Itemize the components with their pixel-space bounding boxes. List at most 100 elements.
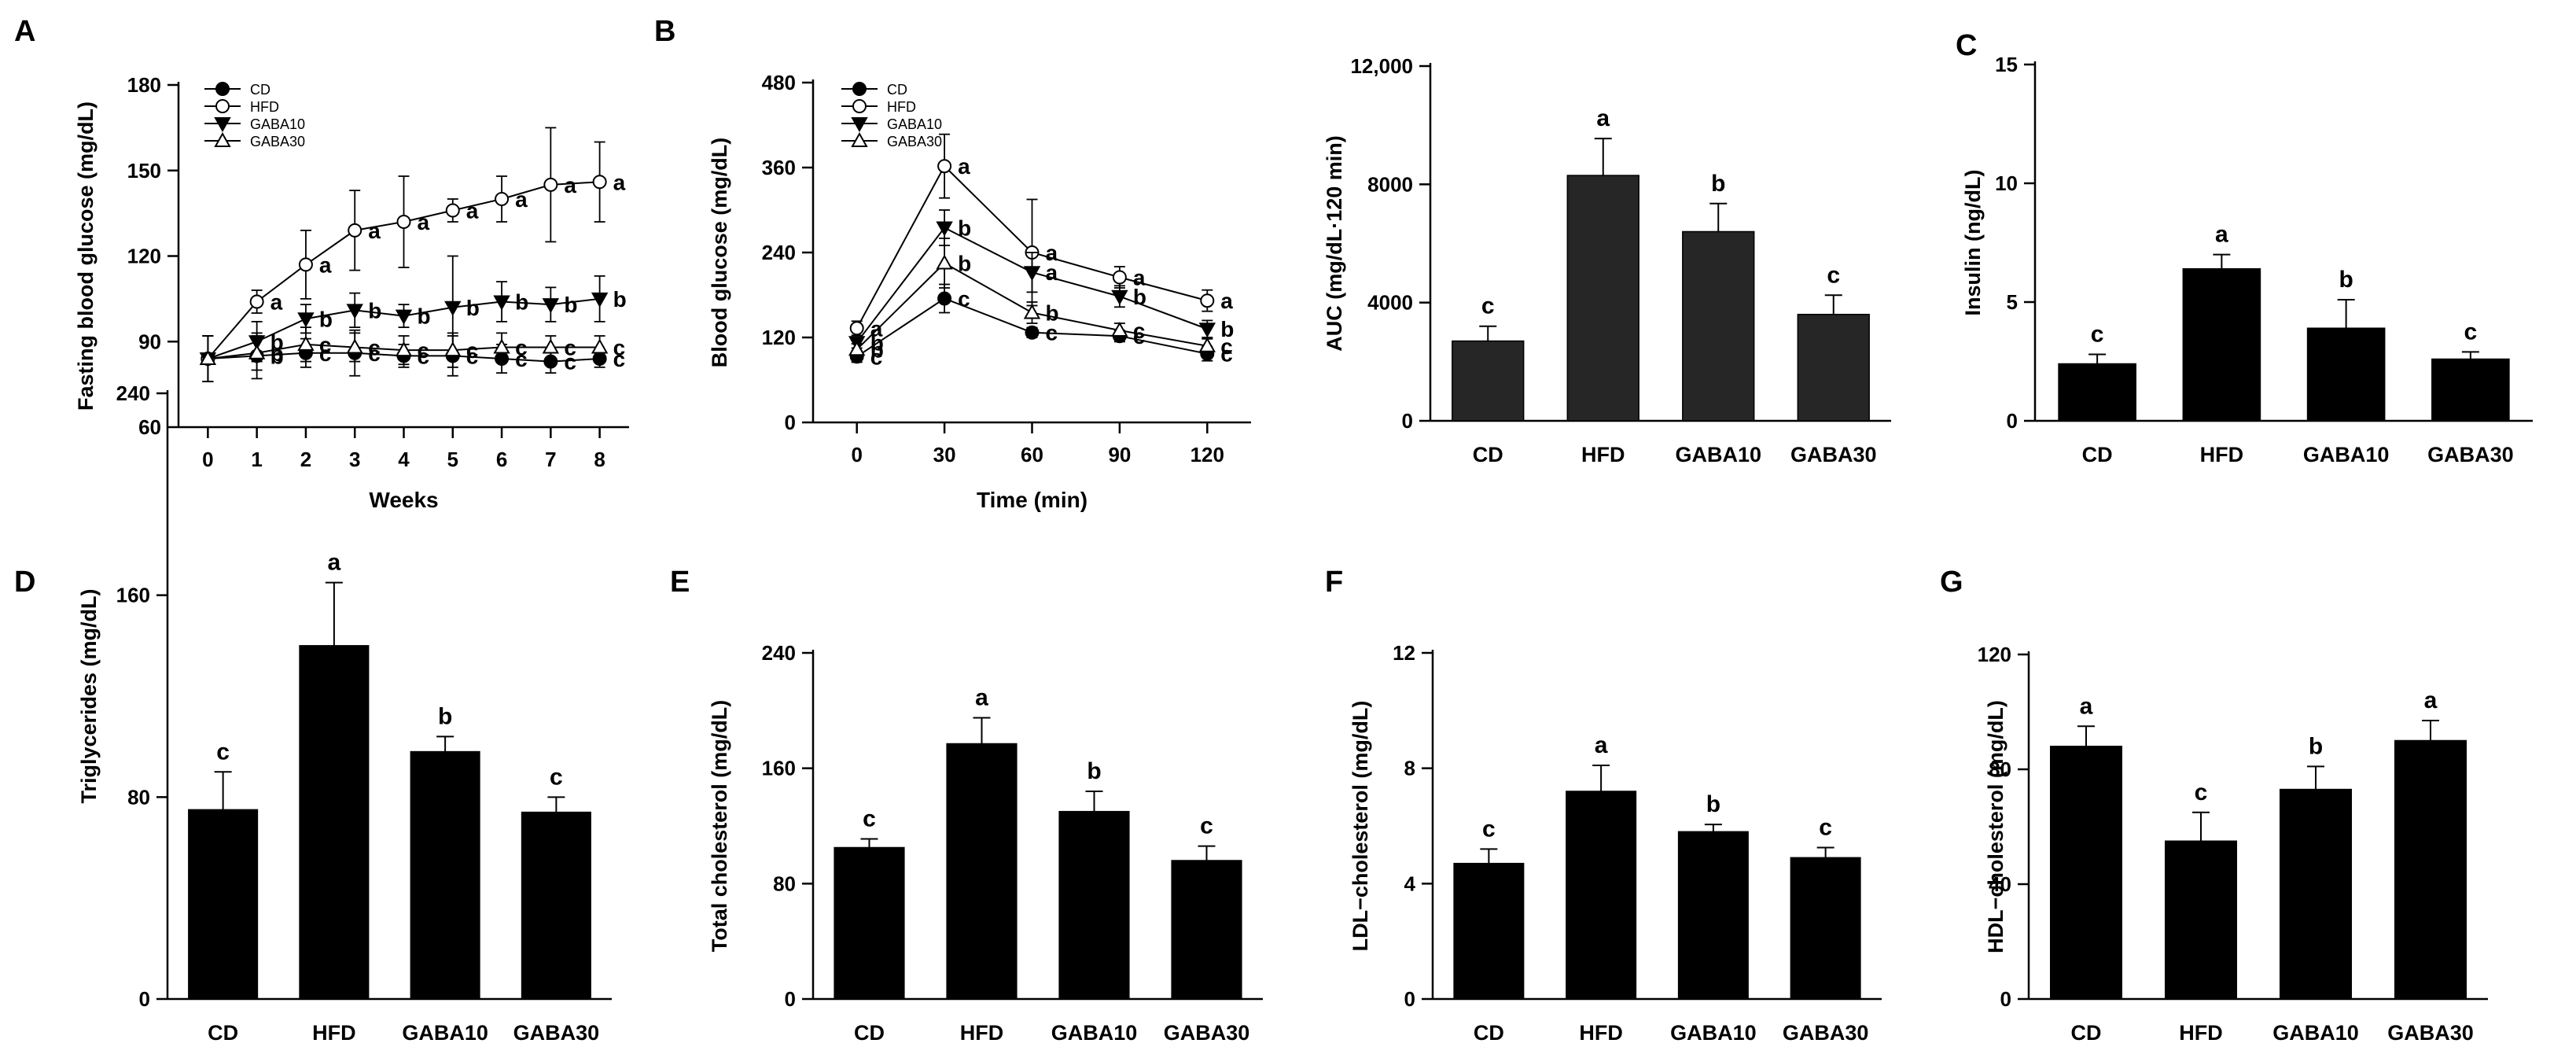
bar-hfd	[299, 645, 370, 1000]
x-tick-label: 0	[202, 448, 213, 471]
x-tick-label: 3	[349, 448, 360, 471]
x-tick-label: GABA30	[2387, 1021, 2474, 1045]
bar-cd	[2058, 363, 2136, 422]
significance-letter: a	[418, 210, 430, 234]
y-tick-label: 120	[762, 326, 796, 349]
x-tick-label: GABA30	[2427, 443, 2514, 466]
significance-letter: c	[368, 341, 381, 366]
data-point	[937, 291, 952, 306]
x-tick-label: GABA30	[1164, 1021, 1250, 1045]
data-point	[936, 254, 953, 270]
significance-letter: c	[1827, 262, 1840, 288]
significance-letter: a	[1595, 732, 1608, 758]
legend-label: GABA10	[250, 116, 305, 132]
legend-label: GABA30	[250, 134, 305, 149]
bar-gaba10	[1058, 810, 1130, 1000]
significance-letter: a	[1596, 105, 1610, 131]
legend-marker	[852, 99, 867, 113]
x-tick-label: GABA10	[2272, 1021, 2359, 1045]
significance-letter: b	[418, 304, 431, 329]
data-point	[1111, 289, 1128, 305]
x-tick-label: HFD	[1581, 443, 1625, 466]
significance-letter: b	[1220, 317, 1234, 341]
significance-letter: c	[1481, 293, 1495, 319]
significance-letter: a	[870, 316, 883, 341]
data-point	[1025, 325, 1040, 340]
bar-cd	[1452, 340, 1525, 422]
significance-letter: b	[1046, 301, 1059, 326]
y-axis-title: LDL−cholesterol (mg/dL)	[1349, 701, 1372, 952]
panel-label-g: G	[1940, 566, 1963, 599]
legend-label: CD	[887, 82, 907, 98]
x-tick-label: GABA10	[402, 1021, 488, 1045]
y-tick-label: 150	[127, 159, 161, 182]
legend-marker	[215, 99, 230, 113]
bar-hfd	[1566, 175, 1639, 422]
bar-gaba10	[410, 750, 480, 1000]
significance-letter: b	[438, 703, 452, 729]
significance-letter: b	[2309, 733, 2323, 759]
series-gaba10: bb b b b b b b	[199, 255, 627, 382]
data-point	[346, 338, 363, 354]
panel-label-c: C	[1956, 29, 1977, 62]
data-point	[1112, 270, 1127, 285]
legend-label: CD	[250, 82, 270, 98]
data-point	[591, 292, 609, 308]
significance-letter: c	[1133, 324, 1146, 348]
data-point	[1198, 323, 1216, 338]
significance-letter: a	[975, 685, 988, 711]
significance-letter: b	[1706, 791, 1720, 817]
significance-letter: a	[515, 187, 528, 212]
significance-letter: b	[515, 290, 528, 315]
legend-marker	[215, 82, 230, 96]
bar-gaba10	[1677, 831, 1749, 1000]
significance-letter: b	[2339, 267, 2353, 293]
data-point	[849, 321, 864, 336]
legend-marker	[852, 82, 867, 96]
x-tick-label: HFD	[960, 1021, 1004, 1045]
data-point	[542, 338, 560, 354]
chart-hdl: G 0 40 80 120 HDL−cholesterol (mg/dL) a CD c HFD b…	[1940, 566, 2488, 1045]
significance-letter: a	[2215, 222, 2228, 248]
bar-hfd	[1566, 791, 1637, 1000]
y-tick-label: 10	[1995, 171, 2018, 195]
significance-letter: c	[863, 806, 876, 832]
y-tick-label: 90	[138, 330, 161, 353]
y-axis-title: Insulin (ng/dL)	[1961, 170, 1985, 316]
y-tick-label: 15	[1995, 53, 2018, 76]
panel-label-a: A	[14, 15, 35, 48]
significance-letter: c	[216, 739, 230, 765]
significance-letter: c	[613, 347, 626, 371]
significance-letter: c	[515, 336, 528, 360]
series-hfd: a a a a a a a a	[201, 127, 626, 382]
y-tick-label: 8000	[1367, 172, 1413, 196]
data-point	[348, 223, 362, 238]
significance-letter: c	[466, 344, 479, 368]
chart-tc: E 0 80 160 240 Total cholesterol (mg/dL) c CD a H…	[670, 566, 1263, 1045]
y-tick-label: 180	[127, 73, 161, 97]
x-tick-label: CD	[1474, 1021, 1504, 1045]
significance-letter: c	[515, 347, 528, 371]
significance-letter: c	[1220, 342, 1233, 367]
y-axis-title: HDL−cholesterol (mg/dL)	[1984, 700, 2007, 953]
data-point	[937, 159, 952, 174]
y-tick-label: 360	[762, 156, 796, 179]
y-tick-label: 4	[1404, 872, 1416, 895]
bar-gaba10	[2279, 788, 2353, 1000]
significance-letter: b	[1087, 758, 1101, 784]
data-point	[249, 294, 264, 309]
y-tick-label: 80	[1989, 758, 2011, 781]
x-tick-label: CD	[208, 1021, 238, 1045]
y-tick-label: 0	[2000, 987, 2011, 1011]
significance-letter: c	[1220, 334, 1233, 359]
significance-letter: c	[319, 341, 332, 366]
legend-marker	[851, 117, 868, 133]
x-tick-label: 0	[851, 443, 862, 466]
significance-letter: a	[1046, 260, 1058, 285]
data-point	[396, 215, 411, 229]
